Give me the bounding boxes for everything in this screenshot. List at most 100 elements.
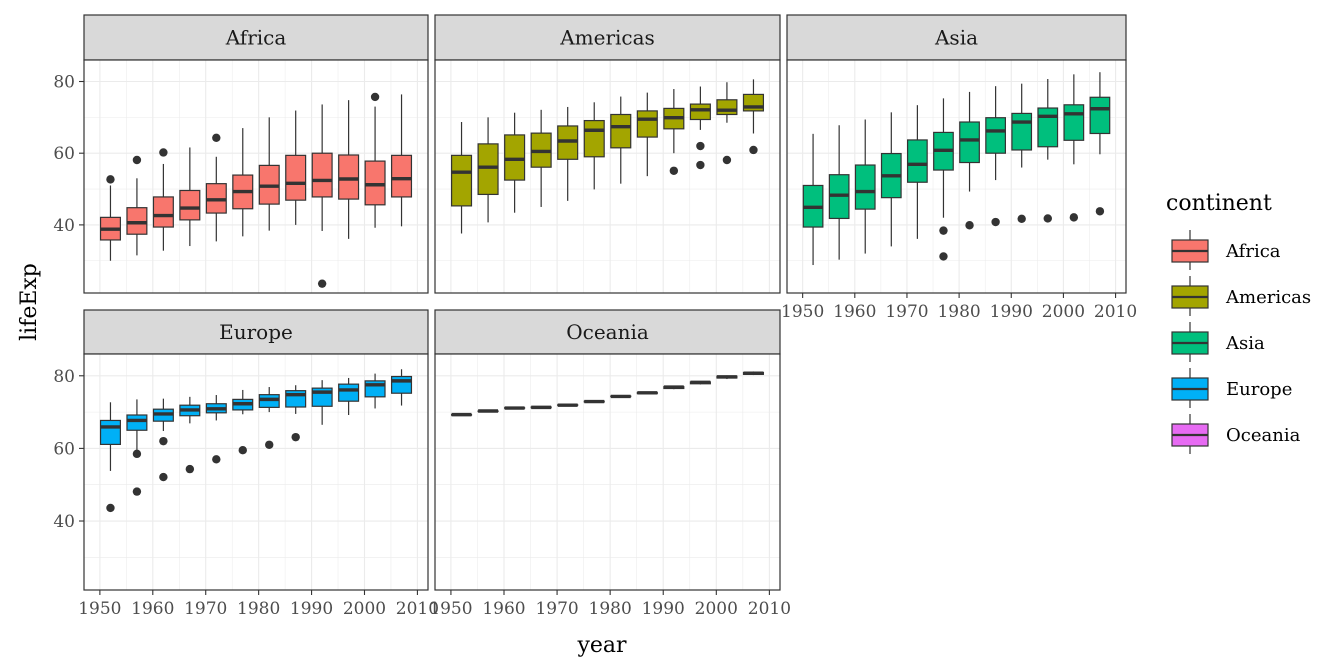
- x-tick-label: 2010: [396, 599, 439, 619]
- box-2002: [364, 373, 386, 409]
- box-1977: [583, 102, 605, 190]
- x-tick-label: 1950: [78, 599, 121, 619]
- box-2007: [1089, 72, 1111, 216]
- box-1972: [205, 133, 227, 242]
- outlier-point: [212, 455, 221, 464]
- facet-panel-americas: Americas: [434, 14, 781, 294]
- legend-label: Americas: [1225, 287, 1311, 308]
- box-iqr: [1063, 104, 1085, 141]
- box-iqr: [338, 154, 360, 200]
- x-tick-label: 1980: [937, 302, 980, 322]
- box-2002: [716, 82, 738, 165]
- box-iqr: [179, 189, 201, 221]
- box-1952: [450, 122, 473, 234]
- box-1982: [258, 387, 280, 449]
- box-1987: [985, 86, 1006, 227]
- box-iqr: [1011, 112, 1033, 151]
- box-1997: [338, 377, 360, 415]
- box-iqr: [504, 134, 526, 181]
- outlier-point: [669, 166, 679, 175]
- y-axis-title: lifeExp: [17, 263, 42, 341]
- x-tick-label: 1970: [184, 599, 227, 619]
- facet-strip-label: Africa: [225, 26, 287, 50]
- x-tick-label: 1970: [885, 302, 928, 322]
- x-tick-label: 1990: [290, 599, 333, 619]
- x-axis-title: year: [576, 633, 627, 658]
- box-1967: [179, 147, 201, 247]
- box-1967: [530, 109, 552, 207]
- y-tick-label: 40: [53, 216, 75, 236]
- box-1987: [285, 110, 307, 225]
- y-tick-label: 60: [53, 144, 75, 164]
- box-iqr: [450, 154, 473, 207]
- x-tick-label: 1990: [990, 302, 1033, 322]
- box-iqr: [152, 196, 174, 228]
- box-1972: [907, 105, 928, 239]
- box-1962: [854, 119, 876, 254]
- box-1962: [152, 148, 174, 251]
- box-iqr: [338, 383, 360, 402]
- box-1992: [1011, 83, 1033, 223]
- box-iqr: [959, 121, 980, 164]
- box-iqr: [716, 99, 738, 116]
- panel-border: [83, 59, 429, 294]
- legend-label: Africa: [1225, 241, 1281, 262]
- box-iqr: [1089, 96, 1111, 135]
- legend-item-africa: Africa: [1171, 230, 1281, 270]
- box-1977: [232, 128, 254, 237]
- gridlines: [435, 60, 780, 293]
- y-tick-label: 80: [53, 73, 75, 93]
- facet-strip: [83, 14, 429, 61]
- box-1987: [636, 92, 658, 177]
- outlier-point: [238, 446, 247, 455]
- outlier-point: [212, 133, 221, 142]
- box-1987: [285, 385, 307, 442]
- box-1957: [126, 155, 148, 256]
- x-tick-label: 1990: [642, 599, 685, 619]
- x-tick-label: 1960: [131, 599, 174, 619]
- outlier-point: [185, 464, 195, 474]
- outlier-point: [696, 141, 705, 151]
- gridlines: [84, 354, 428, 590]
- box-iqr: [610, 113, 632, 149]
- box-1997: [1037, 78, 1059, 223]
- outlier-point: [132, 487, 142, 496]
- legend-title: continent: [1166, 191, 1272, 216]
- box-1967: [880, 112, 902, 247]
- outlier-point: [939, 226, 948, 235]
- box-iqr: [126, 207, 148, 235]
- outlier-point: [749, 145, 758, 155]
- box-iqr: [907, 139, 928, 183]
- x-tick-label: 2000: [695, 599, 738, 619]
- x-tick-label: 2000: [343, 599, 386, 619]
- outlier-point: [722, 155, 732, 165]
- outlier-point: [1095, 207, 1105, 216]
- outlier-point: [159, 472, 168, 482]
- legend-item-americas: Americas: [1171, 276, 1311, 316]
- outlier-point: [132, 449, 142, 459]
- box-iqr: [477, 143, 499, 196]
- outlier-point: [991, 217, 1000, 227]
- box-1997: [689, 86, 711, 170]
- box-2007: [742, 371, 765, 376]
- legend-label: Asia: [1225, 333, 1265, 354]
- box-1962: [504, 406, 526, 410]
- box-1972: [205, 395, 227, 464]
- outlier-point: [106, 503, 115, 513]
- box-1977: [933, 98, 954, 261]
- box-2007: [391, 94, 413, 227]
- outlier-point: [696, 160, 705, 170]
- outlier-point: [291, 432, 300, 442]
- outlier-point: [159, 148, 168, 157]
- box-iqr: [311, 152, 333, 198]
- legend-item-asia: Asia: [1171, 322, 1265, 362]
- facet-panel-europe: Europe 40 60 80 1950 1960 1970 1980 1990 2000 2010: [53, 309, 439, 619]
- panel-background: [435, 354, 780, 590]
- box-1962: [504, 112, 526, 213]
- facet-panels: Africa 40 60 80 Americas Asia 1950 1960 1970 1980…: [53, 14, 1137, 619]
- facet-panel-africa: Africa 40 60 80: [53, 14, 429, 294]
- y-tick-label: 40: [53, 512, 75, 532]
- box-iqr: [1037, 107, 1059, 148]
- outlier-point: [106, 175, 115, 184]
- panel-border: [83, 353, 429, 591]
